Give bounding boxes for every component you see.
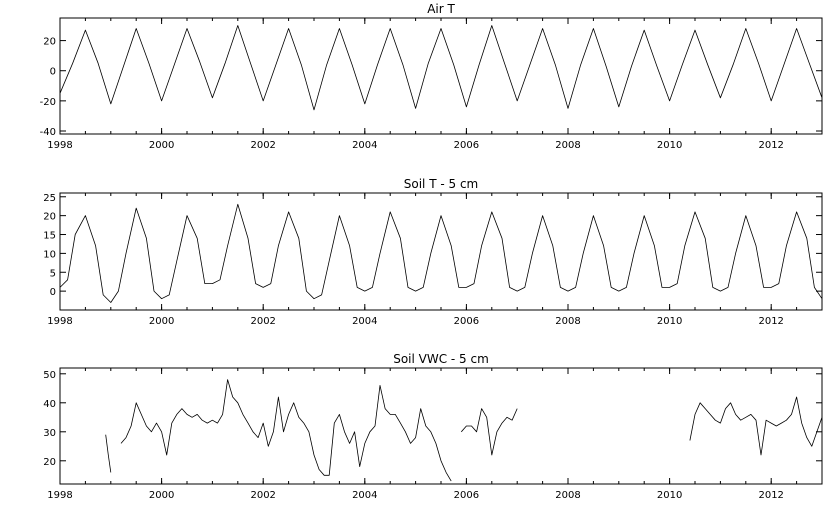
air-temperature-x-tick-label: 2010 bbox=[657, 140, 682, 151]
air-temperature-x-tick-label: 2008 bbox=[555, 140, 580, 151]
soil-vwc-x-tick-label: 1998 bbox=[47, 490, 72, 501]
soil-temperature-y-tick-label: 10 bbox=[43, 249, 56, 260]
soil-vwc-x-tick-label: 2004 bbox=[352, 490, 377, 501]
soil-vwc-series-line-0 bbox=[105, 379, 518, 482]
air-temperature-y-tick-label: 20 bbox=[43, 37, 56, 48]
soil-temperature-y-tick-label: 15 bbox=[43, 231, 56, 242]
soil-temperature-x-tick-label: 2008 bbox=[555, 316, 580, 327]
soil-vwc-y-tick-label: 20 bbox=[43, 457, 56, 468]
air-temperature-x-tick-label: 2000 bbox=[149, 140, 174, 151]
soil-temperature-plot-frame bbox=[59, 192, 823, 311]
air-temperature-plot-frame bbox=[59, 17, 823, 135]
soil-temperature-y-tick-label: 5 bbox=[50, 268, 56, 279]
air-temperature-x-tick-label: 1998 bbox=[47, 140, 72, 151]
soil-vwc-x-tick-label: 2000 bbox=[149, 490, 174, 501]
soil-temperature-y-tick-label: 0 bbox=[50, 287, 56, 298]
soil-vwc-x-tick-label: 2002 bbox=[250, 490, 275, 501]
soil-temperature-x-tick-label: 2012 bbox=[758, 316, 783, 327]
air-temperature-x-tick-label: 2002 bbox=[250, 140, 275, 151]
soil-temperature-x-tick-label: 2004 bbox=[352, 316, 377, 327]
soil-temperature-series-line-0 bbox=[59, 203, 823, 303]
soil-temperature-x-tick-label: 2000 bbox=[149, 316, 174, 327]
soil-vwc-x-tick-label: 2006 bbox=[454, 490, 479, 501]
soil-vwc-plot-frame bbox=[59, 367, 823, 485]
soil-vwc-panel: Soil VWC - 5 cm 1998 2000 2002 2004 2006 2008 2… bbox=[43, 352, 823, 501]
soil-vwc-title: Soil VWC - 5 cm bbox=[393, 352, 489, 366]
air-temperature-panel: Air T 1998 2000 2002 2004 2006 2008 2010 2012 -40… bbox=[40, 2, 823, 151]
soil-vwc-x-tick-label: 2010 bbox=[657, 490, 682, 501]
air-temperature-series-line-0 bbox=[59, 25, 823, 111]
soil-temperature-x-tick-label: 2006 bbox=[454, 316, 479, 327]
soil-vwc-y-tick-label: 40 bbox=[43, 399, 56, 410]
air-temperature-y-tick-label: 0 bbox=[50, 67, 56, 78]
air-temperature-x-tick-label: 2006 bbox=[454, 140, 479, 151]
air-temperature-x-tick-label: 2012 bbox=[758, 140, 783, 151]
soil-vwc-x-tick-label: 2008 bbox=[555, 490, 580, 501]
air-temperature-y-tick-label: -20 bbox=[40, 97, 56, 108]
soil-temperature-title: Soil T - 5 cm bbox=[404, 177, 478, 191]
air-temperature-x-tick-label: 2004 bbox=[352, 140, 377, 151]
soil-temperature-x-tick-label: 2010 bbox=[657, 316, 682, 327]
air-temperature-y-tick-label: -40 bbox=[40, 127, 56, 138]
soil-temperature-y-tick-label: 20 bbox=[43, 212, 56, 223]
soil-vwc-series-line-1 bbox=[689, 396, 823, 456]
soil-vwc-y-tick-label: 50 bbox=[43, 370, 56, 381]
air-temperature-title: Air T bbox=[427, 2, 455, 16]
soil-vwc-x-tick-label: 2012 bbox=[758, 490, 783, 501]
soil-temperature-x-tick-label: 2002 bbox=[250, 316, 275, 327]
soil-temperature-y-tick-label: 25 bbox=[43, 193, 56, 204]
soil-vwc-y-tick-label: 30 bbox=[43, 428, 56, 439]
soil-temperature-x-tick-label: 1998 bbox=[47, 316, 72, 327]
